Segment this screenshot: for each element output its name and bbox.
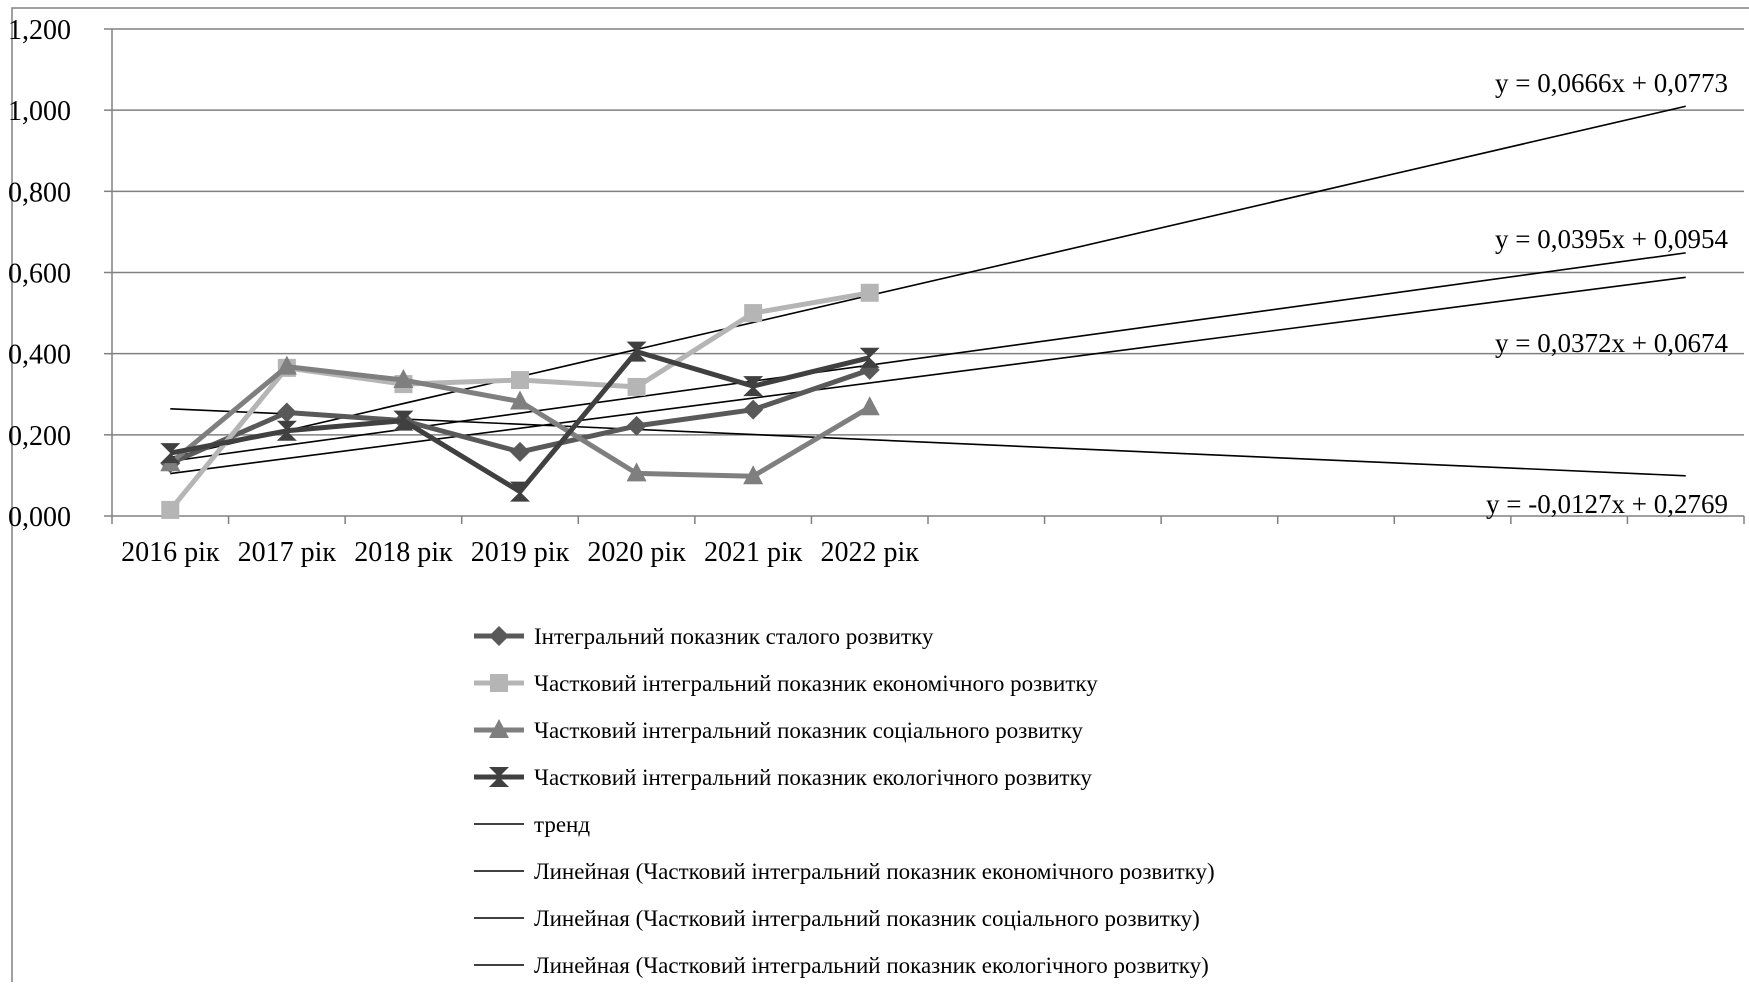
x-tick-label: 2021 рік: [704, 537, 803, 568]
data-point-marker: [627, 377, 646, 396]
trend-equation-label: y = -0,0127x + 0,2769: [1486, 489, 1728, 519]
data-point-marker: [489, 626, 509, 646]
x-tick-label: 2017 рік: [238, 537, 337, 568]
data-point-marker: [626, 341, 647, 362]
x-tick-label: 2018 рік: [354, 537, 453, 568]
data-point-marker: [393, 369, 414, 389]
series-group: [160, 341, 880, 502]
data-point-marker: [743, 376, 764, 397]
data-point-marker: [744, 304, 763, 323]
x-tick-label: 2022 рік: [821, 537, 920, 568]
y-tick-label: 0,800: [8, 177, 71, 208]
data-point-marker: [490, 674, 508, 692]
data-point-marker: [160, 443, 181, 464]
trendline: [170, 105, 1686, 459]
x-tick-label: 2020 рік: [587, 537, 686, 568]
data-point-marker: [743, 399, 764, 420]
equation-labels: y = -0,0127x + 0,2769 y = 0,0666x + 0,077…: [1486, 68, 1728, 519]
y-tick-label: 1,200: [8, 15, 71, 46]
legend-label: Частковий інтегральний показник екологіч…: [534, 765, 1092, 790]
legend-entry: Линейная (Частковий інтегральний показни…: [474, 953, 1209, 978]
data-point-marker: [489, 719, 509, 738]
series-line: [169, 349, 871, 495]
data-point-marker: [860, 283, 879, 302]
data-point-marker: [859, 347, 880, 368]
legend-label: Линейная (Частковий інтегральний показни…: [534, 953, 1209, 978]
y-tick-label: 0,400: [8, 340, 71, 371]
data-point-marker: [161, 500, 180, 519]
series-group: [160, 355, 880, 485]
legend-label: Частковий інтегральний показник економіч…: [534, 671, 1098, 696]
y-tick-label: 1,000: [8, 96, 71, 127]
data-point-marker: [510, 481, 530, 502]
legend-label: Інтегральний показник сталого розвитку: [534, 624, 934, 649]
legend-label: Частковий інтегральний показник соціальн…: [534, 718, 1083, 743]
legend-entry: тренд: [474, 812, 590, 837]
data-point-marker: [510, 390, 530, 410]
data-point-marker: [276, 355, 297, 375]
y-tick-label: 0,000: [8, 502, 71, 533]
legend-entry: Частковий інтегральний показник соціальн…: [474, 718, 1083, 743]
trend-equation-label: y = 0,0395x + 0,0954: [1495, 224, 1728, 254]
data-point-marker: [626, 462, 647, 482]
gridlines: [112, 28, 1744, 436]
axes: 0,000 0,200 0,400 0,600 0,800 1,000 1,200 2016 …: [8, 15, 1745, 568]
data-point-marker: [276, 402, 297, 423]
legend: Інтегральний показник сталого розвитку Ча…: [474, 624, 1215, 978]
data-point-marker: [489, 767, 509, 787]
legend-label: тренд: [534, 812, 590, 837]
legend-entry: Линейная (Частковий інтегральний показни…: [474, 859, 1215, 884]
data-point-marker: [510, 441, 530, 462]
legend-entry: Частковий інтегральний показник екологіч…: [474, 765, 1092, 790]
x-tick-label: 2016 рік: [121, 537, 220, 568]
chart-frame: [11, 7, 1749, 987]
trend-equation-label: y = 0,0666x + 0,0773: [1495, 68, 1728, 98]
data-point-marker: [859, 396, 880, 416]
trendline: [170, 407, 1686, 477]
data-point-marker: [276, 420, 297, 441]
data-series: [160, 283, 880, 519]
data-point-marker: [626, 415, 647, 436]
trendline: [170, 276, 1686, 475]
y-tick-label: 0,600: [8, 259, 71, 290]
legend-entry: Інтегральний показник сталого розвитку: [474, 624, 934, 649]
legend-label: Линейная (Частковий інтегральний показни…: [534, 859, 1215, 884]
legend-entry: Частковий інтегральний показник економіч…: [474, 671, 1098, 696]
data-point-marker: [393, 410, 414, 431]
legend-entry: Линейная (Частковий інтегральний показни…: [474, 906, 1200, 931]
y-tick-label: 0,200: [8, 421, 71, 452]
data-point-marker: [511, 371, 529, 390]
x-tick-label: 2019 рік: [471, 537, 570, 568]
data-point-marker: [743, 465, 764, 485]
legend-label: Линейная (Частковий інтегральний показни…: [534, 906, 1200, 931]
trend-equation-label: y = 0,0372x + 0,0674: [1495, 328, 1728, 358]
